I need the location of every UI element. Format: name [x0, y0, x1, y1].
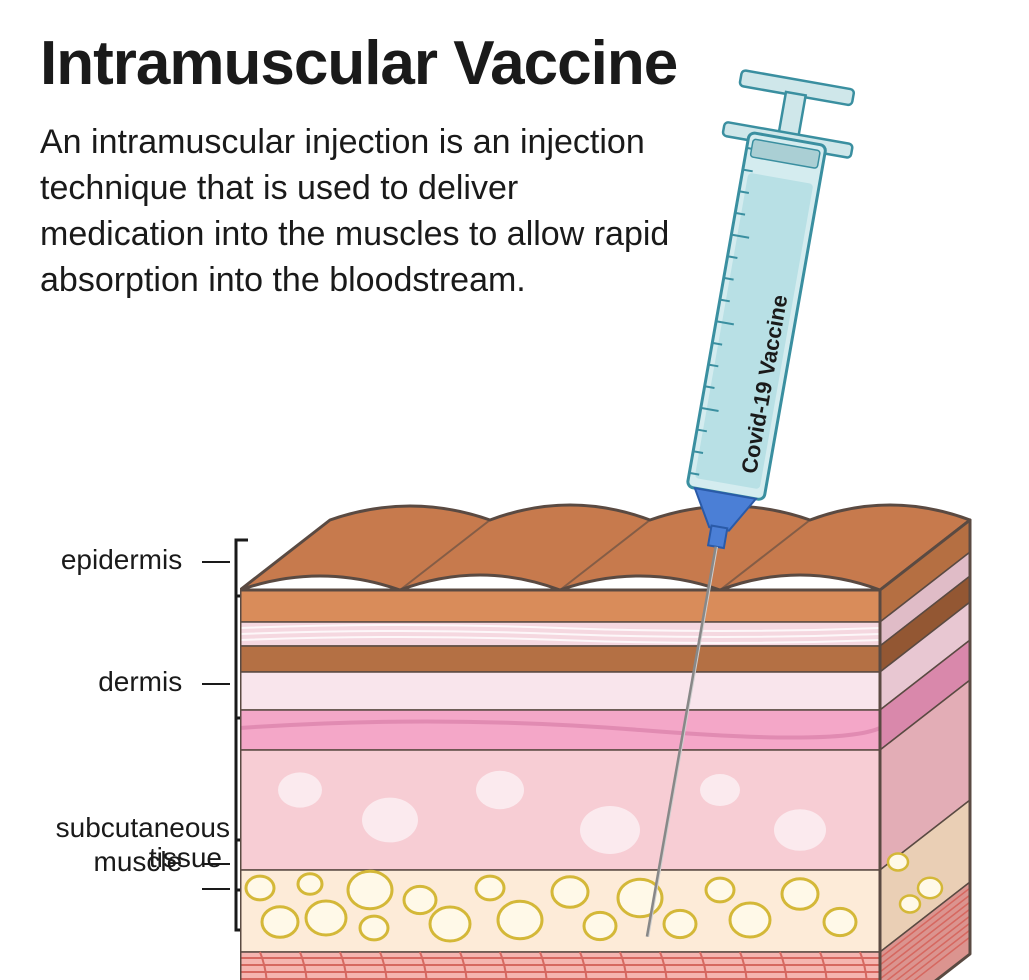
page-title: Intramuscular Vaccine — [40, 28, 677, 99]
label-line-icon — [202, 683, 230, 685]
label-subcutaneous: subcutaneous tissue — [20, 784, 230, 902]
label-dermis: dermis — [20, 666, 230, 698]
label-line-icon — [202, 561, 230, 563]
label-line-icon — [202, 888, 230, 890]
description-text: An intramuscular injection is an injecti… — [40, 120, 680, 304]
label-epidermis: epidermis — [20, 544, 230, 576]
label-line-icon — [202, 863, 230, 865]
label-muscle: muscle — [20, 846, 230, 878]
